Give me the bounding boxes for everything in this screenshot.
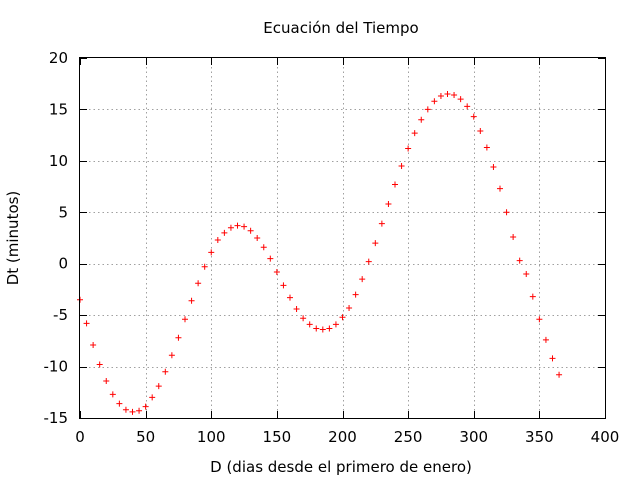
data-point [516,257,523,264]
data-point [457,96,464,103]
y-tick-label: 5 [58,203,68,221]
data-point [208,249,215,256]
data-point [497,185,503,192]
data-point [464,103,471,110]
data-point [241,223,248,230]
y-tick-label: -15 [44,409,69,427]
data-point [477,128,484,135]
data-point [332,321,339,328]
data-point [339,314,346,321]
data-point [96,361,103,368]
data-point [483,144,490,151]
y-tick-label: 15 [49,100,68,118]
x-tick-label: 350 [525,428,554,446]
data-point [359,276,366,283]
data-point [149,394,156,401]
data-point [136,407,143,414]
data-point [523,271,530,277]
x-tick-label: 250 [394,428,423,446]
grid [80,58,605,418]
data-point [142,403,149,410]
data-point [109,391,116,398]
data-point [287,294,293,301]
y-axis-label: Dt (minutos) [4,191,22,286]
y-tick-label: 0 [58,255,68,273]
data-point [536,316,543,323]
data-point [129,408,136,415]
data-point [365,258,372,265]
data-point [214,237,221,244]
data-point [260,244,267,251]
data-point [162,368,169,375]
x-tick-label: 300 [459,428,488,446]
data-point [510,233,517,240]
data-point [116,400,123,407]
data-point [273,268,280,275]
data-point [392,181,398,188]
data-point [168,352,175,359]
data-point [267,255,274,262]
data-point [398,163,405,169]
tick-labels: 0 50 100 150 200 250 300 350 400 -15 -10 -5 0 5 10 15 20 [44,49,620,446]
data-point [188,297,195,304]
data-point [556,371,563,378]
x-tick-label: 50 [136,428,155,446]
data-point [424,106,431,113]
data-point [83,320,90,327]
data-point [182,316,188,323]
x-tick-label: 200 [328,428,357,446]
y-tick-label: -5 [53,306,68,324]
data-point [300,315,307,322]
data-point [234,222,241,229]
y-tick-label: 10 [49,152,68,170]
data-point [431,98,438,105]
data-point [470,113,477,120]
data-point [90,341,97,348]
data-point [503,209,510,216]
chart-title: Ecuación del Tiempo [263,19,418,37]
plot-frame [79,57,606,419]
data-point [103,377,110,384]
data-point [201,263,208,270]
y-tick-label: -10 [44,358,69,376]
data-point [293,305,300,312]
x-tick-label: 150 [263,428,292,446]
data-point [326,325,333,332]
data-point [444,91,451,97]
data-series [77,91,563,415]
data-point [227,224,234,231]
y-tick-label: 20 [49,49,68,67]
data-point [385,201,392,208]
data-point [254,235,261,241]
x-tick-label: 100 [197,428,226,446]
data-point [280,282,287,289]
data-point [175,334,182,341]
data-point [247,227,254,234]
data-point [346,304,353,311]
data-point [352,291,359,298]
x-axis-label: D (dias desde el primero de enero) [210,458,472,476]
data-point [549,355,556,362]
data-point [319,326,326,333]
data-point [437,93,444,100]
x-tick-label: 400 [591,428,620,446]
data-point [405,145,412,152]
data-point [490,164,497,171]
data-point [155,383,162,390]
x-tick-label: 0 [75,428,85,446]
axis-ticks [80,58,606,419]
data-point [542,336,549,343]
data-point [122,406,129,413]
data-point [313,325,320,332]
data-point [306,321,313,328]
data-point [195,280,202,287]
data-point [378,220,385,227]
data-point [221,229,228,236]
data-point [418,116,425,123]
data-point [411,130,418,137]
data-point [529,293,536,300]
data-point [372,240,379,247]
data-point [451,92,458,99]
